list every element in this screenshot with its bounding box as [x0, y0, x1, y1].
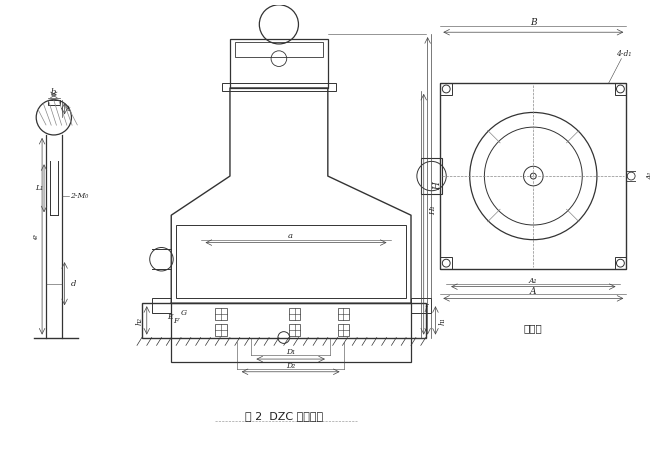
Bar [215, 308, 227, 320]
Bar [411, 299, 430, 313]
Text: E: E [167, 313, 173, 321]
Text: 4-d₁: 4-d₁ [616, 50, 632, 58]
Text: a: a [288, 232, 293, 240]
Bar [230, 39, 328, 88]
Text: b: b [51, 88, 57, 96]
Text: d: d [70, 280, 76, 288]
Bar [171, 303, 411, 362]
Text: B: B [530, 18, 537, 27]
Bar [440, 83, 627, 269]
Bar [614, 83, 627, 95]
Bar [440, 257, 452, 269]
Bar [440, 83, 452, 95]
Text: h₂: h₂ [136, 317, 144, 325]
Bar [215, 324, 227, 335]
Text: 图 2  DZC 型减速器: 图 2 DZC 型减速器 [244, 411, 323, 421]
Bar [289, 308, 300, 320]
Bar [614, 257, 627, 269]
Bar [151, 299, 171, 313]
Text: 2-M₀: 2-M₀ [70, 192, 88, 200]
Bar [421, 158, 442, 194]
Bar [222, 83, 335, 91]
Text: e: e [31, 234, 39, 239]
Bar [337, 308, 349, 320]
Text: D₂: D₂ [286, 362, 295, 370]
Text: t: t [67, 105, 70, 113]
Bar [176, 225, 406, 299]
Text: F: F [173, 317, 179, 325]
Bar [289, 324, 300, 335]
Text: A: A [530, 287, 536, 296]
Text: D₁: D₁ [286, 348, 295, 356]
Text: h₁: h₁ [438, 317, 447, 325]
Text: 仰视图: 仰视图 [524, 323, 543, 333]
Text: G: G [181, 309, 187, 317]
Text: H: H [433, 182, 442, 190]
Bar [142, 303, 426, 338]
Text: f: f [424, 304, 427, 312]
Bar [235, 42, 323, 57]
Text: L₁: L₁ [35, 184, 43, 192]
Text: A₁: A₁ [647, 172, 650, 180]
Text: A₁: A₁ [529, 277, 538, 285]
Text: H₁: H₁ [430, 206, 437, 215]
Bar [48, 100, 60, 105]
Bar [337, 324, 349, 335]
